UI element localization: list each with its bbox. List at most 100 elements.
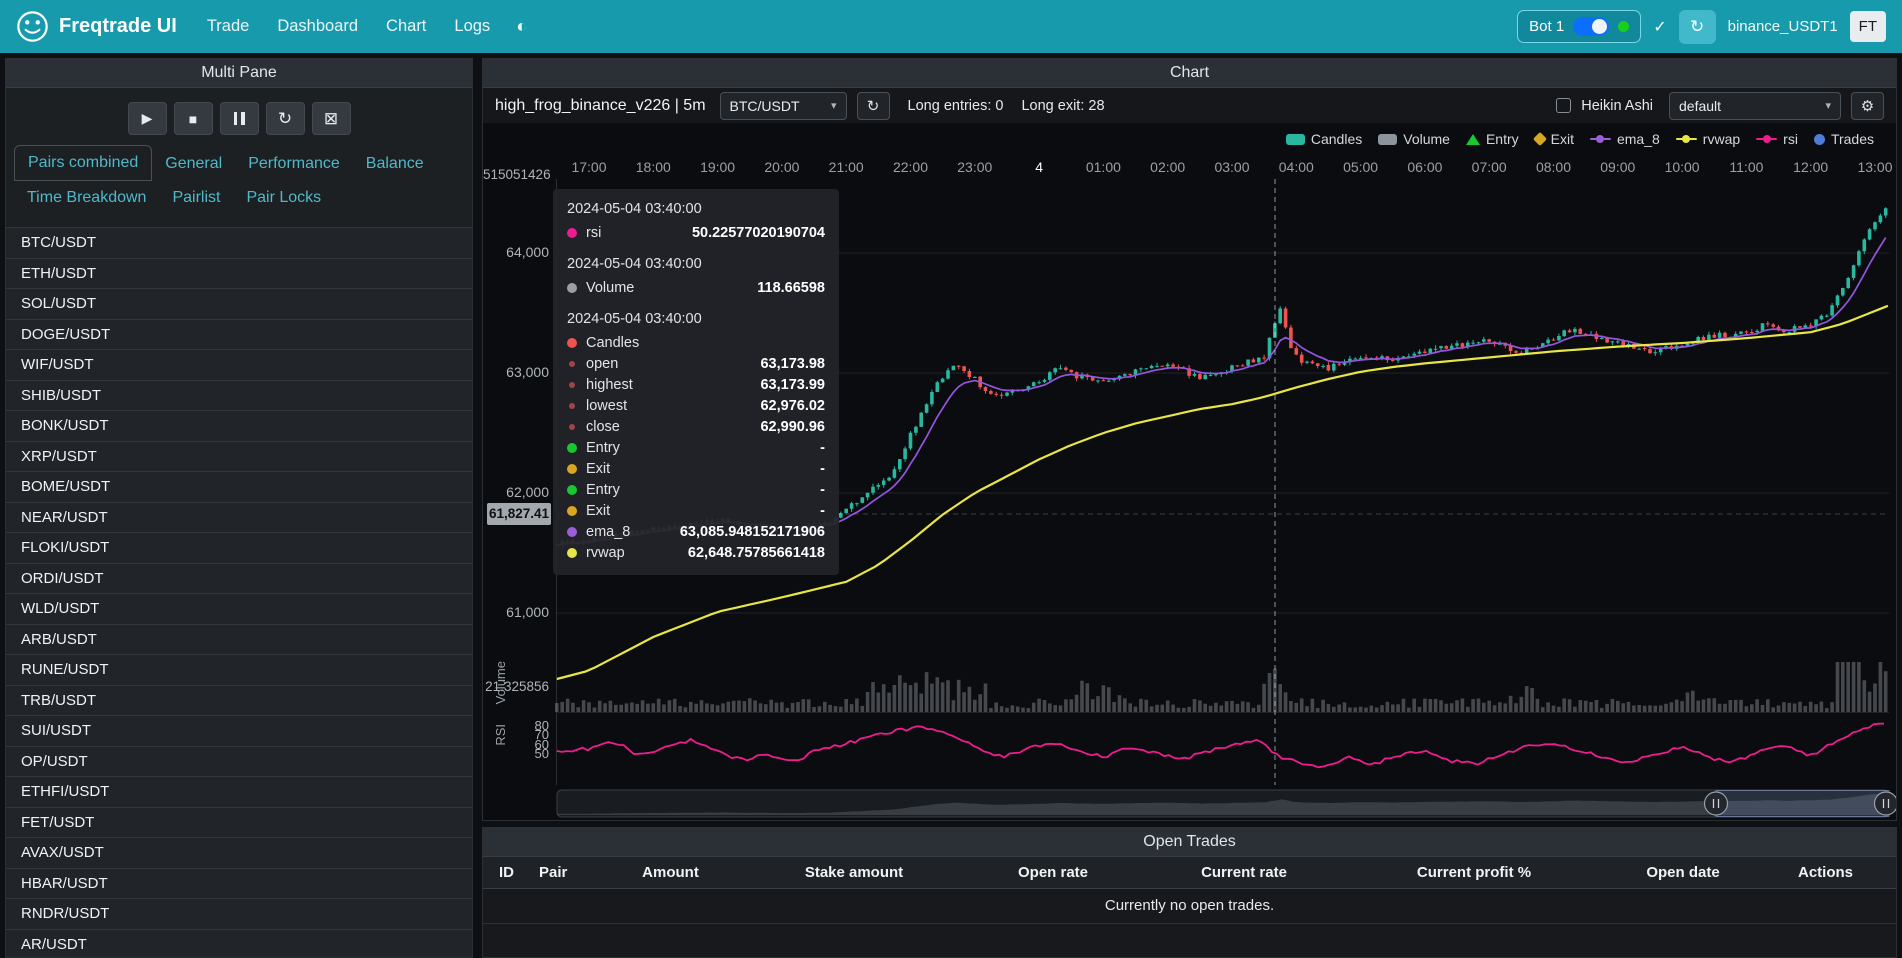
column-header-current-rate: Current rate <box>1201 864 1287 881</box>
trades-marker-icon <box>1813 133 1825 145</box>
tab-time-breakdown[interactable]: Time Breakdown <box>27 189 147 206</box>
pause-button[interactable] <box>219 102 259 135</box>
y-axis-label: 64,000 <box>506 244 549 260</box>
bot-controls: ▶ ■ ↻ ⊠ <box>6 88 472 145</box>
legend-item-entry[interactable]: Entry <box>1465 131 1519 147</box>
chart-canvas[interactable]: Candles Volume Entry Exit ema_8 rvwap rsi Trade… <box>483 123 1896 820</box>
reload-config-button[interactable]: ↻ <box>265 102 305 135</box>
nav-link-logs[interactable]: Logs <box>454 17 491 35</box>
pair-list-item[interactable]: ORDI/USDT <box>6 562 472 593</box>
pair-list-item[interactable]: SOL/USDT <box>6 288 472 319</box>
rsi-axis-label: 80 <box>534 718 549 733</box>
pair-list-item[interactable]: DOGE/USDT <box>6 318 472 349</box>
legend-item-candles[interactable]: Candles <box>1285 131 1362 147</box>
heikin-ashi-label: Heikin Ashi <box>1581 97 1653 114</box>
legend-item-rvwap[interactable]: rvwap <box>1675 131 1740 147</box>
pair-list-item[interactable]: AVAX/USDT <box>6 837 472 868</box>
volume-pane-label: Volume <box>493 661 508 705</box>
tab-pairs-combined[interactable]: Pairs combined <box>14 145 153 181</box>
rsi-axis-label: 50 <box>534 746 549 762</box>
tab-performance[interactable]: Performance <box>248 155 340 172</box>
close-trade-button[interactable]: ⊠ <box>311 102 351 135</box>
pair-list-item[interactable]: ETH/USDT <box>6 257 472 288</box>
pair-list-item[interactable]: SHIB/USDT <box>6 379 472 410</box>
pair-list-item[interactable]: ETHFI/USDT <box>6 776 472 807</box>
multi-pane-header: Multi Pane <box>6 59 472 88</box>
volume-axis-max-label: 21.325856 <box>485 679 549 694</box>
stop-button[interactable]: ■ <box>173 102 213 135</box>
chart-refresh-button[interactable]: ↻ <box>856 91 890 120</box>
pair-list-item[interactable]: OP/USDT <box>6 745 472 776</box>
x-axis-label: 20:00 <box>764 159 800 175</box>
tab-general[interactable]: General <box>165 155 223 172</box>
pair-list-item[interactable]: BOME/USDT <box>6 471 472 502</box>
nav-link-trade[interactable]: Trade <box>206 17 250 35</box>
legend-item-rsi[interactable]: rsi <box>1756 131 1798 147</box>
x-axis-label: 03:00 <box>1214 159 1250 175</box>
tab-balance[interactable]: Balance <box>365 155 424 172</box>
sidebar-tabs: Pairs combined General Performance Balance T… <box>6 145 472 215</box>
x-axis-label: 01:00 <box>1085 159 1121 175</box>
rvwap-marker-icon <box>1675 135 1697 143</box>
plot-config-select[interactable]: default ▾ <box>1669 91 1841 120</box>
x-axis-label: 11:00 <box>1729 159 1764 175</box>
pair-list-item[interactable]: ARB/USDT <box>6 623 472 654</box>
x-axis-label: 18:00 <box>635 159 671 175</box>
pair-list-item[interactable]: HBAR/USDT <box>6 867 472 898</box>
theme-toggle-icon[interactable]: ◐ <box>516 16 528 36</box>
pair-list-item[interactable]: WIF/USDT <box>6 349 472 380</box>
toggle-knob <box>1592 19 1608 34</box>
tab-pairlist[interactable]: Pairlist <box>172 189 221 206</box>
legend-item-ema_8[interactable]: ema_8 <box>1589 131 1660 147</box>
pair-list-item[interactable]: RUNE/USDT <box>6 654 472 685</box>
legend-item-exit[interactable]: Exit <box>1532 131 1574 147</box>
x-axis-label: 08:00 <box>1535 159 1572 175</box>
x-axis-label: 09:00 <box>1600 159 1636 175</box>
heikin-ashi-checkbox[interactable] <box>1556 98 1572 113</box>
y-axis-label: 61,000 <box>506 604 549 620</box>
pair-list-item[interactable]: TRB/USDT <box>6 684 472 715</box>
pair-list-item[interactable]: NEAR/USDT <box>6 501 472 532</box>
bot-name-label: Bot 1 <box>1529 18 1565 35</box>
rvwap-line <box>556 304 1889 681</box>
trades-axis-max-label: 515051426 <box>483 167 551 182</box>
play-button[interactable]: ▶ <box>127 102 167 135</box>
ema_8-marker-icon <box>1589 135 1611 143</box>
column-header-stake-amount: Stake amount <box>804 864 904 881</box>
chevron-down-icon: ▾ <box>831 100 837 112</box>
rsi-axis-label: 60 <box>534 736 549 752</box>
pair-list-item[interactable]: WLD/USDT <box>6 593 472 624</box>
pair-list-item[interactable]: FLOKI/USDT <box>6 532 472 563</box>
pair-list-item[interactable]: SUI/USDT <box>6 715 472 746</box>
datazoom-handle[interactable] <box>1703 791 1729 816</box>
tab-pair-locks[interactable]: Pair Locks <box>246 189 322 206</box>
chevron-down-icon: ▾ <box>1825 100 1831 112</box>
datazoom-handle[interactable] <box>1873 791 1897 816</box>
pair-list-item[interactable]: BONK/USDT <box>6 410 472 441</box>
navbar-right: Bot 1 ✓ ↻ binance_USDT1 FT <box>1517 9 1886 44</box>
open-trades-header: Open Trades <box>483 828 1896 857</box>
bot-running-toggle[interactable] <box>1573 17 1610 36</box>
pair-list-item[interactable]: AR/USDT <box>6 928 472 957</box>
y-axis-label: 63,000 <box>506 364 549 380</box>
bot-selector[interactable]: Bot 1 <box>1517 10 1642 43</box>
legend-item-trades[interactable]: Trades <box>1813 131 1874 147</box>
avatar[interactable]: FT <box>1849 11 1886 42</box>
rsi-marker-icon <box>1756 135 1778 143</box>
chart-tooltip: 2024-05-04 03:40:00 rsi 50.22577020190704 2… <box>553 189 839 575</box>
pair-list-item[interactable]: RNDR/USDT <box>6 898 472 929</box>
plot-settings-button[interactable]: ⚙ <box>1851 91 1884 120</box>
datazoom-window[interactable] <box>1715 790 1890 817</box>
pair-list: BTC/USDT ETH/USDT SOL/USDT DOGE/USDT WIF/USD… <box>6 227 472 957</box>
global-refresh-button[interactable]: ↻ <box>1678 9 1716 44</box>
legend-item-volume[interactable]: Volume <box>1378 131 1450 147</box>
nav-link-chart[interactable]: Chart <box>386 17 427 35</box>
pair-list-item[interactable]: BTC/USDT <box>6 227 472 258</box>
pair-list-item[interactable]: FET/USDT <box>6 806 472 837</box>
y-axis-label: 62,000 <box>506 484 549 500</box>
navbar: Freqtrade UI Trade Dashboard Chart Logs … <box>0 0 1902 53</box>
open-trades-empty-message: Currently no open trades. <box>483 889 1896 924</box>
pair-list-item[interactable]: XRP/USDT <box>6 440 472 471</box>
nav-link-dashboard[interactable]: Dashboard <box>277 17 359 35</box>
pair-select[interactable]: BTC/USDT ▾ <box>719 91 847 120</box>
